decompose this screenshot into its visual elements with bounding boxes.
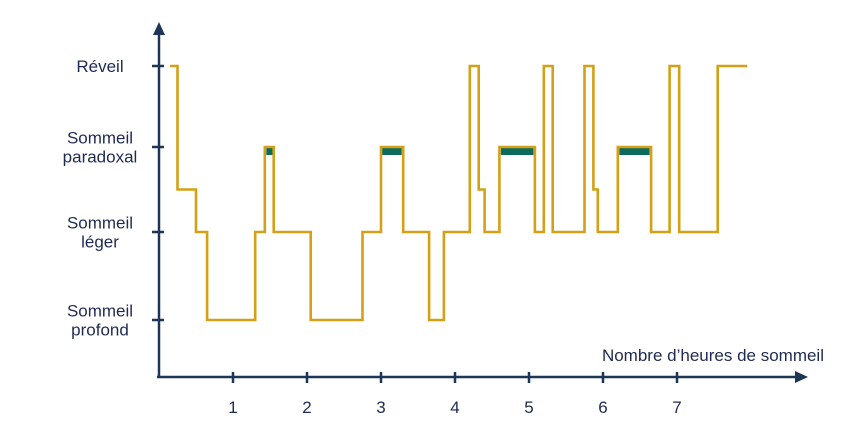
y-level-label-line: Sommeil: [67, 214, 133, 233]
x-tick-label: 5: [524, 398, 533, 417]
y-level-label: Réveil: [76, 57, 123, 76]
rem-highlight-bar: [381, 147, 402, 155]
hypnogram-layer: [170, 64, 748, 322]
y-level-label: Sommeil paradoxal: [63, 129, 138, 167]
x-axis-tick-labels: 1 2 3 4 5 6 7: [228, 398, 681, 417]
rem-highlight-bar: [500, 147, 534, 155]
x-tick-label: 3: [376, 398, 385, 417]
y-level-label-line: léger: [81, 233, 119, 252]
hypnogram-line: [170, 64, 748, 322]
y-level-label: Sommeil profond: [67, 302, 133, 340]
y-level-label-line: Sommeil: [67, 129, 133, 148]
x-axis-title: Nombre d’heures de sommeil: [602, 346, 824, 365]
y-level-label-line: Réveil: [76, 57, 123, 76]
y-level-label-line: Sommeil: [67, 302, 133, 321]
rem-highlight-bar: [266, 147, 274, 155]
y-level-label-line: profond: [71, 321, 129, 340]
x-tick-label: 4: [450, 398, 459, 417]
rem-highlight-bar: [619, 147, 650, 155]
y-level-label-line: paradoxal: [63, 148, 138, 167]
x-tick-label: 7: [672, 398, 681, 417]
y-level-label: Sommeil léger: [67, 214, 133, 252]
y-axis-arrow-icon: [153, 22, 165, 35]
x-axis-arrow-icon: [795, 371, 808, 383]
x-tick-label: 2: [302, 398, 311, 417]
x-tick-label: 6: [598, 398, 607, 417]
axis-ticks: [152, 64, 679, 383]
x-tick-label: 1: [228, 398, 237, 417]
